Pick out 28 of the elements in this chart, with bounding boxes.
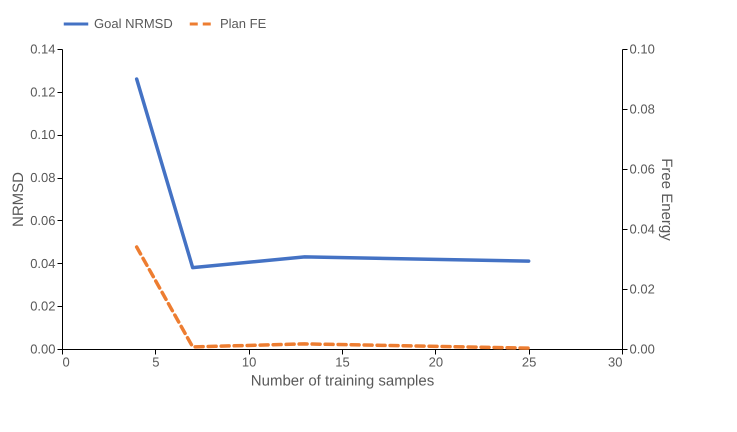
x-tick-label: 25 <box>522 354 536 370</box>
y-tick-label: 0.12 <box>30 84 56 100</box>
y2-tick-label: 0.10 <box>630 42 655 56</box>
legend-label: Plan FE <box>220 16 267 31</box>
y-axis-title: NRMSD <box>10 172 28 227</box>
legend-label: Goal NRMSD <box>94 16 173 31</box>
y2-tick-label: 0.08 <box>630 102 655 116</box>
x-tick-label: 15 <box>335 354 350 370</box>
x-tick-label: 20 <box>428 354 444 370</box>
y-tick-label: 0.06 <box>30 212 56 228</box>
y2-tick-label: 0.02 <box>630 282 655 296</box>
x-tick-label: 0 <box>62 354 70 370</box>
x-tick-label: 10 <box>242 354 256 370</box>
y-tick-label: 0.04 <box>30 256 56 271</box>
x-tick-label: 30 <box>608 354 622 370</box>
y-tick-label: 0.00 <box>30 342 56 356</box>
y-tick-label: 0.02 <box>30 298 56 314</box>
y-tick-label: 0.10 <box>30 127 56 142</box>
x-axis-title: Number of training samples <box>250 372 434 390</box>
y2-tick-label: 0.06 <box>630 162 655 176</box>
y2-tick-label: 0.04 <box>630 222 655 236</box>
y-tick-label: 0.14 <box>30 42 56 56</box>
line-series <box>134 245 530 350</box>
y2-tick-label: 0.00 <box>630 342 655 356</box>
line-series <box>134 77 530 270</box>
y-tick-label: 0.08 <box>30 170 56 186</box>
x-tick-label: 5 <box>152 354 160 370</box>
y2-axis-title: Free Energy <box>658 158 675 242</box>
